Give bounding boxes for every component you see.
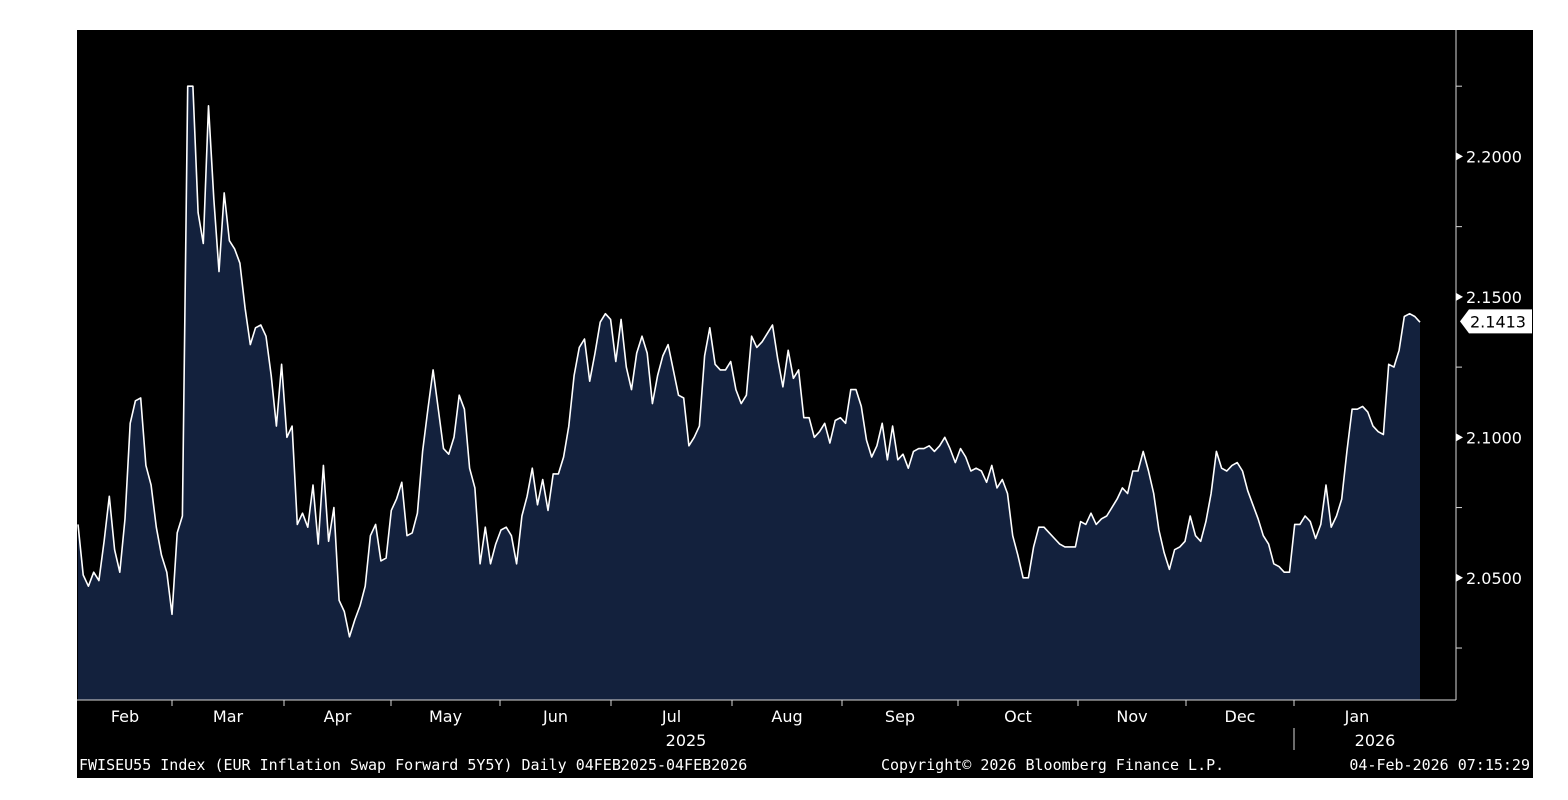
x-month-label: May xyxy=(429,707,462,726)
y-tick-label: 2.2000 xyxy=(1466,147,1522,166)
x-year-label: 2025 xyxy=(666,731,707,750)
x-month-label: Nov xyxy=(1116,707,1147,726)
y-tick-label: 2.1000 xyxy=(1466,428,1522,447)
series-line xyxy=(77,85,1421,638)
y-tick-label: 2.1500 xyxy=(1466,288,1522,307)
last-value-label: 2.1413 xyxy=(1470,312,1526,331)
x-year-label: 2026 xyxy=(1355,731,1396,750)
x-month-label: Oct xyxy=(1004,707,1032,726)
y-major-tick xyxy=(1456,152,1463,161)
y-major-tick xyxy=(1456,433,1463,442)
axes-layer xyxy=(77,30,1463,750)
footer-timestamp-text: 04-Feb-2026 07:15:29 xyxy=(1349,756,1530,774)
x-month-label: Dec xyxy=(1225,707,1256,726)
y-major-tick xyxy=(1456,292,1463,301)
area-layer xyxy=(78,86,1420,700)
x-month-label: Mar xyxy=(213,707,244,726)
footer-copyright-text: Copyright© 2026 Bloomberg Finance L.P. xyxy=(881,756,1224,774)
footer-source-text: FWISEU55 Index (EUR Inflation Swap Forwa… xyxy=(79,756,747,774)
x-month-label: Sep xyxy=(885,707,915,726)
x-month-label: Feb xyxy=(111,707,139,726)
x-month-label: Jul xyxy=(661,707,681,726)
x-month-label: Apr xyxy=(324,707,352,726)
footer: FWISEU55 Index (EUR Inflation Swap Forwa… xyxy=(79,756,1530,774)
x-month-label: Jun xyxy=(542,707,568,726)
labels-layer: 2.2000 2.1500 2.1000 2.0500 2.1413 Feb Mar Apr M… xyxy=(111,147,1532,750)
last-value-badge xyxy=(1460,309,1532,334)
x-month-label: Aug xyxy=(771,707,802,726)
y-major-tick xyxy=(1456,573,1463,582)
series-area xyxy=(78,86,1420,700)
y-tick-label: 2.0500 xyxy=(1466,569,1522,588)
x-month-label: Jan xyxy=(1344,707,1370,726)
line-layer xyxy=(77,85,1421,638)
